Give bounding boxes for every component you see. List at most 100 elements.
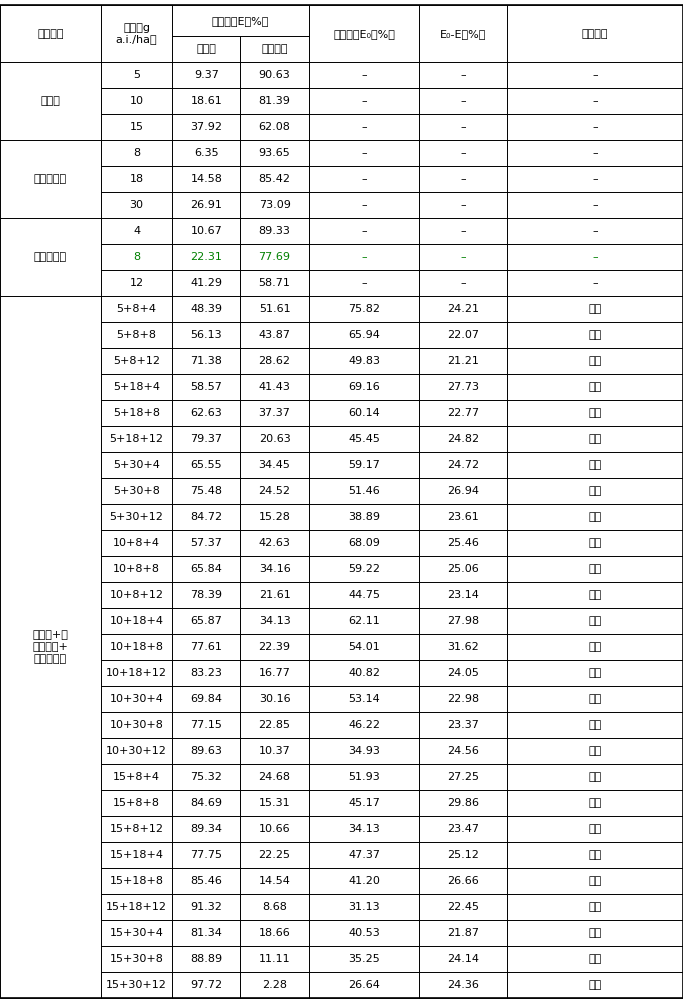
Text: 增效: 增效 xyxy=(588,694,602,704)
Text: 药剂名称: 药剂名称 xyxy=(38,29,64,39)
Text: 24.21: 24.21 xyxy=(447,304,479,314)
Bar xyxy=(309,62,419,88)
Text: 增效: 增效 xyxy=(588,642,602,652)
Text: 30: 30 xyxy=(130,200,143,210)
Bar xyxy=(419,868,507,894)
Bar xyxy=(240,816,309,842)
Bar xyxy=(507,712,683,738)
Bar xyxy=(507,608,683,634)
Text: 增效: 增效 xyxy=(588,902,602,912)
Bar xyxy=(240,348,309,374)
Text: 22.07: 22.07 xyxy=(447,330,479,340)
Bar xyxy=(172,296,240,322)
Text: 58.57: 58.57 xyxy=(191,382,222,392)
Text: 增效: 增效 xyxy=(588,668,602,678)
Bar xyxy=(309,686,419,712)
Text: 24.72: 24.72 xyxy=(447,460,479,470)
Text: 8: 8 xyxy=(133,148,140,158)
Text: –: – xyxy=(592,174,598,184)
Text: 34.16: 34.16 xyxy=(259,564,290,574)
Text: 增效: 增效 xyxy=(588,564,602,574)
Bar xyxy=(101,400,172,426)
Text: 88.89: 88.89 xyxy=(190,954,223,964)
Bar xyxy=(240,114,309,140)
Text: 24.36: 24.36 xyxy=(447,980,479,990)
Bar xyxy=(507,62,683,88)
Bar xyxy=(309,972,419,998)
Text: 47.37: 47.37 xyxy=(348,850,380,860)
Bar xyxy=(172,452,240,478)
Text: 41.20: 41.20 xyxy=(348,876,380,886)
Bar xyxy=(101,738,172,764)
Text: 43.87: 43.87 xyxy=(259,330,290,340)
Text: 81.39: 81.39 xyxy=(259,96,290,106)
Bar xyxy=(309,582,419,608)
Bar xyxy=(172,634,240,660)
Bar xyxy=(507,426,683,452)
Bar xyxy=(172,530,240,556)
Text: 40.82: 40.82 xyxy=(348,668,380,678)
Bar xyxy=(419,192,507,218)
Text: 10: 10 xyxy=(130,96,143,106)
Text: 16.77: 16.77 xyxy=(259,668,290,678)
Bar xyxy=(172,790,240,816)
Bar xyxy=(101,296,172,322)
Bar xyxy=(240,530,309,556)
Bar xyxy=(172,478,240,504)
Bar xyxy=(309,946,419,972)
Bar xyxy=(309,868,419,894)
Text: 65.87: 65.87 xyxy=(191,616,222,626)
Text: 54.01: 54.01 xyxy=(348,642,380,652)
Text: 38.89: 38.89 xyxy=(348,512,380,522)
Text: 62.08: 62.08 xyxy=(259,122,290,132)
Text: –: – xyxy=(592,252,598,262)
Text: 84.72: 84.72 xyxy=(190,512,223,522)
Bar xyxy=(101,712,172,738)
Text: 22.31: 22.31 xyxy=(191,252,222,262)
Text: 23.61: 23.61 xyxy=(447,512,479,522)
Text: 34.45: 34.45 xyxy=(259,460,290,470)
Text: 44.75: 44.75 xyxy=(348,590,380,600)
Bar xyxy=(507,452,683,478)
Bar xyxy=(240,36,309,62)
Bar xyxy=(309,88,419,114)
Text: 60.14: 60.14 xyxy=(348,408,380,418)
Text: 68.09: 68.09 xyxy=(348,538,380,548)
Bar xyxy=(172,218,240,244)
Bar xyxy=(507,114,683,140)
Text: –: – xyxy=(361,148,367,158)
Bar xyxy=(309,530,419,556)
Bar xyxy=(101,842,172,868)
Text: –: – xyxy=(592,226,598,236)
Text: 22.25: 22.25 xyxy=(259,850,290,860)
Bar xyxy=(419,62,507,88)
Bar xyxy=(309,556,419,582)
Bar xyxy=(309,426,419,452)
Bar xyxy=(309,634,419,660)
Text: 89.33: 89.33 xyxy=(259,226,290,236)
Text: 77.75: 77.75 xyxy=(191,850,222,860)
Text: 5+8+12: 5+8+12 xyxy=(113,356,160,366)
Text: –: – xyxy=(460,174,466,184)
Bar xyxy=(101,660,172,686)
Bar xyxy=(172,868,240,894)
Text: 89.63: 89.63 xyxy=(191,746,222,756)
Bar xyxy=(172,166,240,192)
Bar xyxy=(309,218,419,244)
Text: –: – xyxy=(460,96,466,106)
Bar xyxy=(240,712,309,738)
Bar xyxy=(309,400,419,426)
Bar xyxy=(309,166,419,192)
Bar xyxy=(240,894,309,920)
Bar xyxy=(240,738,309,764)
Bar xyxy=(309,244,419,270)
Text: 2.28: 2.28 xyxy=(262,980,287,990)
Bar xyxy=(507,972,683,998)
Text: 15.31: 15.31 xyxy=(259,798,290,808)
Bar xyxy=(240,790,309,816)
Text: 5+18+12: 5+18+12 xyxy=(109,434,164,444)
Bar xyxy=(419,140,507,166)
Text: 增效: 增效 xyxy=(588,486,602,496)
Bar xyxy=(0,296,101,998)
Text: –: – xyxy=(592,122,598,132)
